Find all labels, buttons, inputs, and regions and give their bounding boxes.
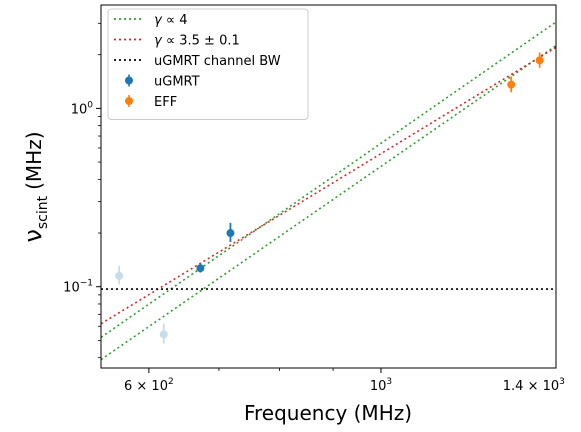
legend-label: EFF	[154, 95, 177, 110]
y-axis-label-subscript: scint	[35, 195, 51, 229]
data-point-ugmrt-2	[115, 265, 124, 285]
y-tick-label-0: 10−1	[63, 279, 93, 296]
x-tick-label-1: 103	[370, 377, 392, 394]
legend-box	[107, 8, 309, 120]
legend-entry-1: γ ∝ 3.5 ± 0.1	[114, 34, 240, 49]
marker	[226, 229, 235, 238]
legend-entry-4: EFF	[125, 95, 177, 110]
data-point-ugmrt-3	[159, 323, 168, 344]
legend-entry-0: γ ∝ 4	[114, 13, 188, 28]
legend-label: uGMRT	[154, 75, 200, 90]
marker	[507, 80, 516, 89]
line-gamma35	[101, 46, 556, 325]
marker	[159, 330, 168, 339]
data-points	[115, 52, 544, 344]
fit-lines	[101, 21, 556, 361]
marker	[535, 56, 544, 65]
legend-label: γ ∝ 4	[154, 13, 188, 28]
data-point-eff-0	[507, 76, 516, 93]
x-axis-label: Frequency (MHz)	[244, 401, 412, 425]
line-gamma4-upper	[101, 21, 556, 338]
data-point-eff-1	[535, 52, 544, 68]
legend-entry-2: uGMRT channel BW	[114, 54, 281, 69]
legend-marker	[125, 97, 133, 105]
plot-frame	[100, 4, 557, 369]
y-axis-label-unit: (MHz)	[22, 131, 46, 189]
data-point-ugmrt-1	[226, 222, 235, 243]
legend: γ ∝ 4 γ ∝ 3.5 ± 0.1 uGMRT channel BW uGMRT E…	[107, 8, 309, 120]
marker	[115, 271, 124, 280]
line-gamma4-lower	[101, 44, 556, 361]
marker	[196, 264, 205, 273]
x-tick-label-0: 6 × 102	[124, 377, 174, 394]
legend-label: γ ∝ 3.5 ± 0.1	[154, 34, 240, 49]
x-tick-label-2: 1.4 × 103	[503, 377, 565, 394]
legend-entry-3: uGMRT	[125, 74, 200, 90]
y-axis-label: νscint (MHz)	[19, 131, 51, 242]
y-axis-label-symbol: ν	[19, 229, 47, 242]
axis-ticks: 6 × 102 103 1.4 × 103 10−1 100	[63, 22, 565, 394]
legend-marker	[125, 76, 133, 85]
data-point-ugmrt-0	[196, 263, 205, 273]
legend-label: uGMRT channel BW	[154, 54, 281, 69]
y-tick-label-1: 100	[71, 100, 94, 117]
